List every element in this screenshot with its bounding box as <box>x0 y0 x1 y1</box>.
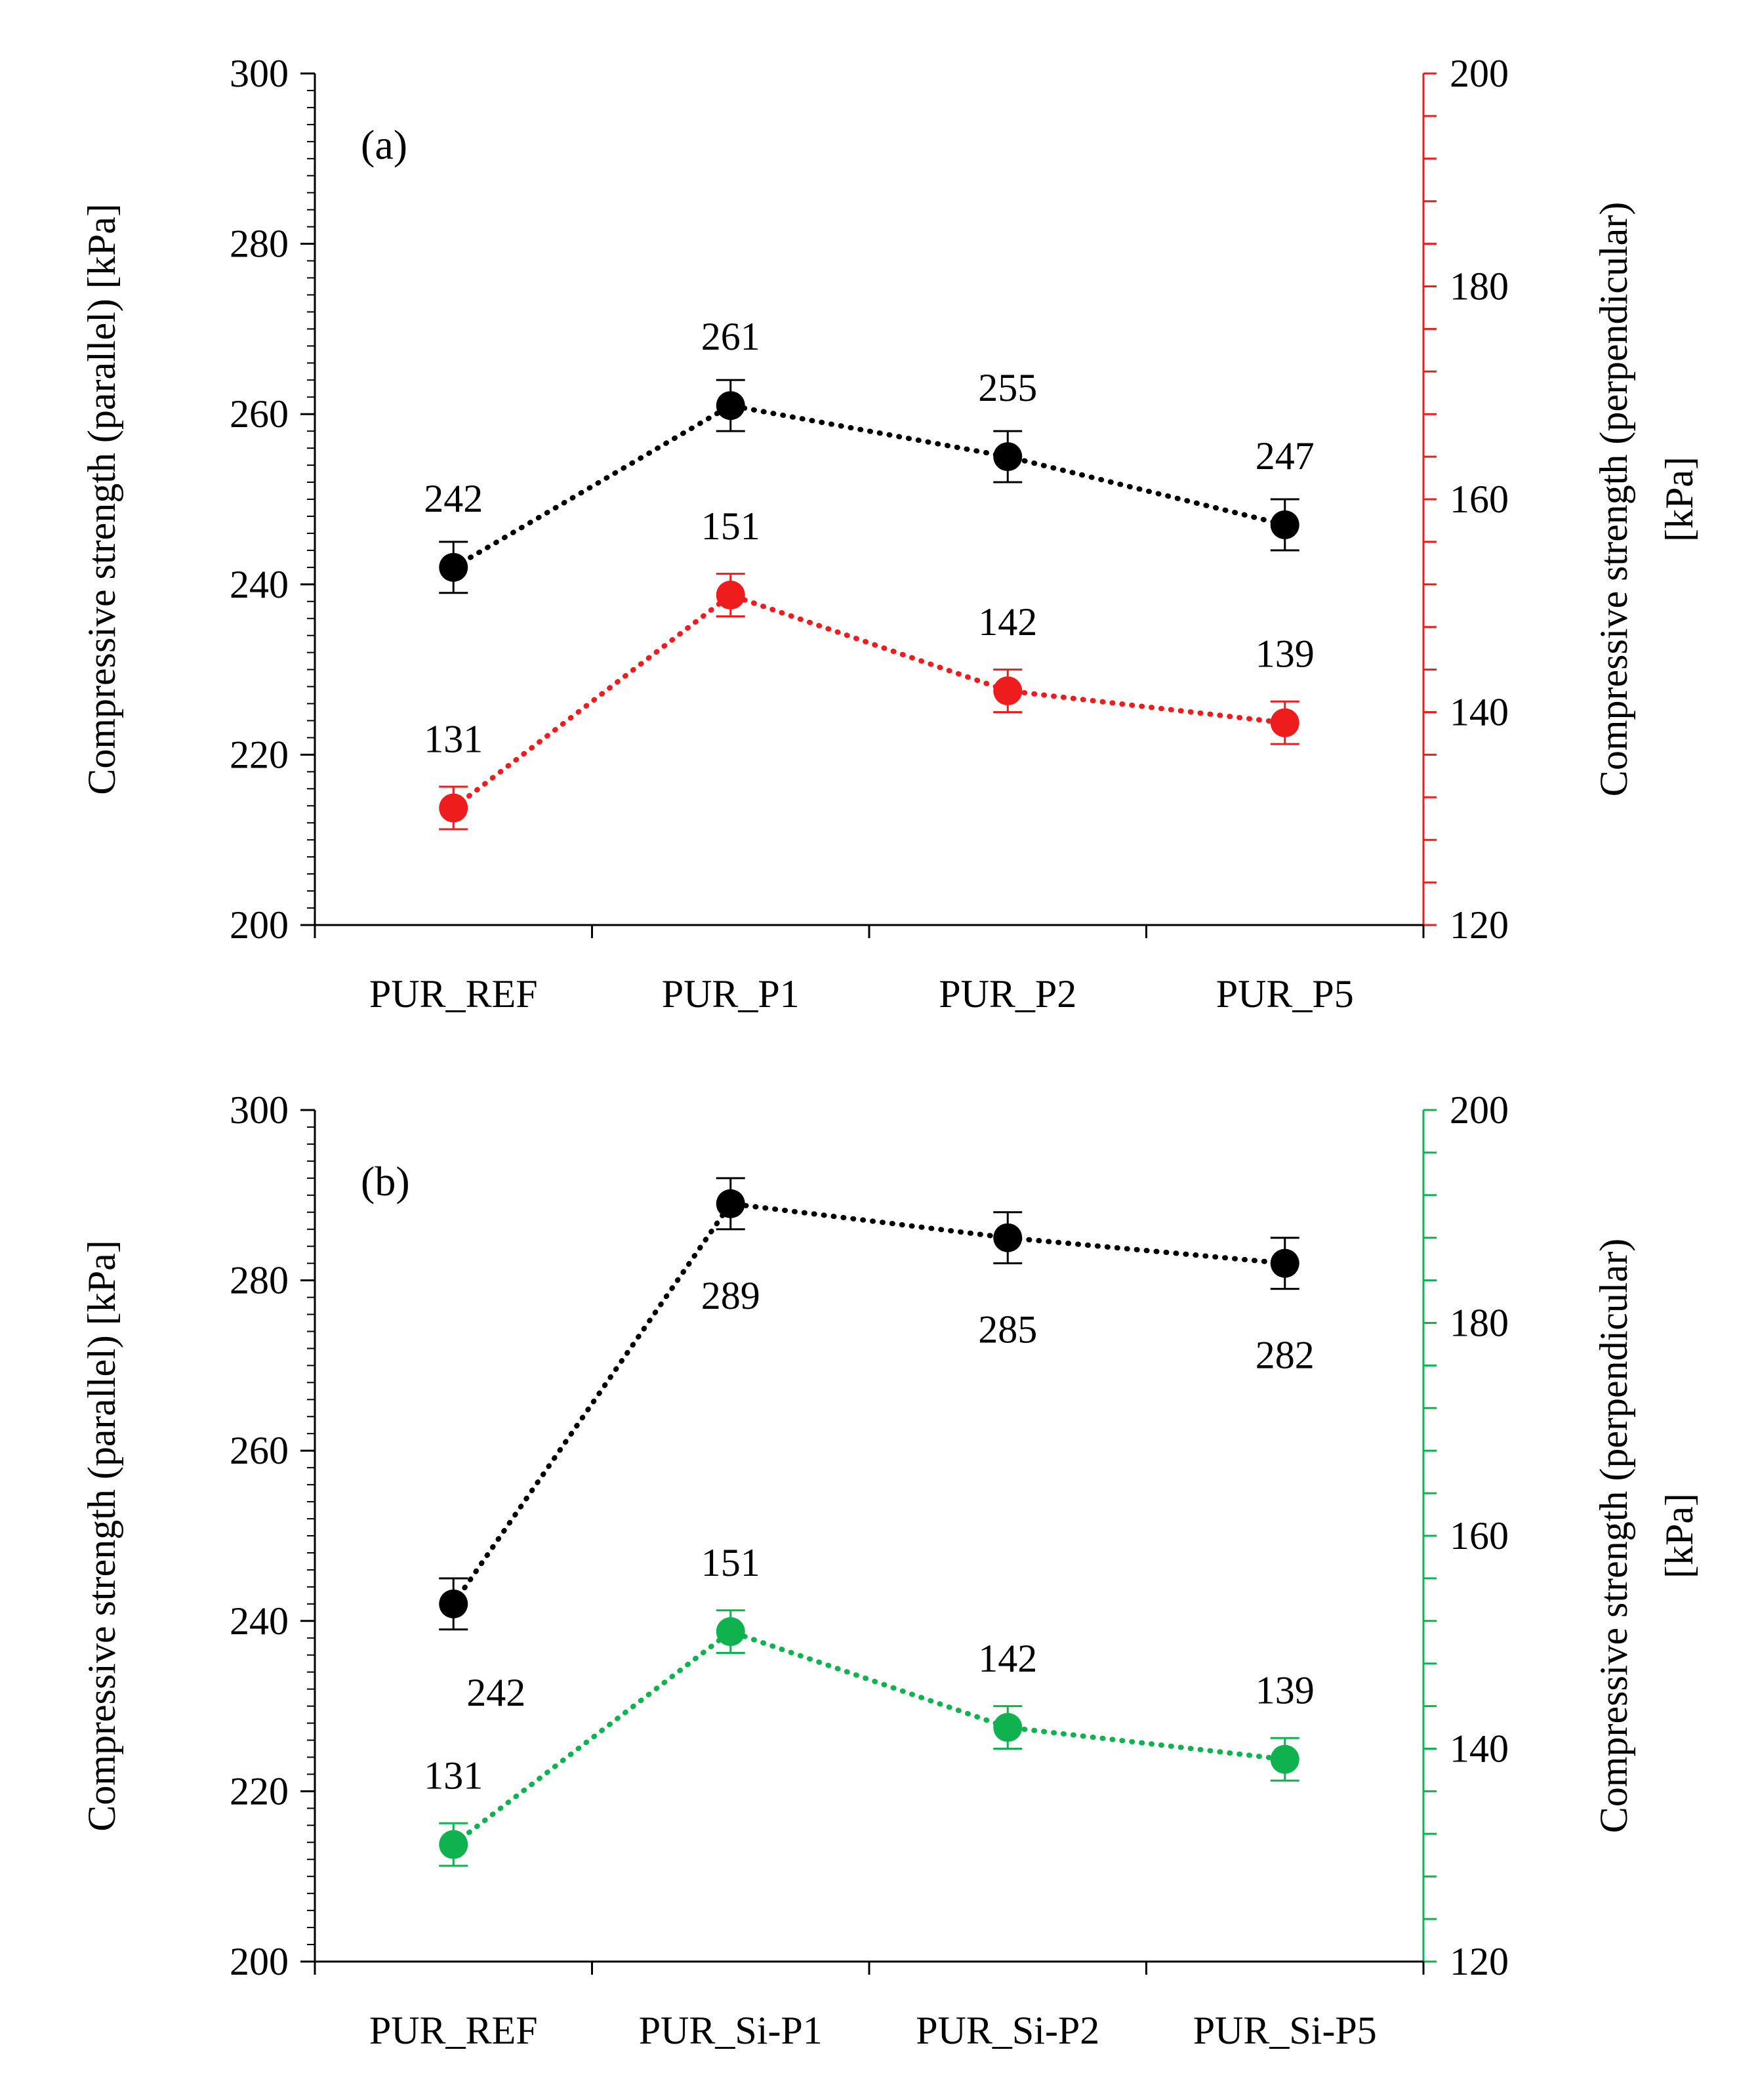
y-left-tick-label: 240 <box>230 1599 289 1643</box>
x-category-label: PUR_P5 <box>1216 972 1354 1016</box>
x-category-label: PUR_Si-P1 <box>639 2009 823 2052</box>
y-right-tick-label: 140 <box>1450 691 1509 734</box>
x-category-label: PUR_P1 <box>662 972 800 1016</box>
data-label: 151 <box>701 504 760 548</box>
data-point-perpendicular <box>439 793 468 823</box>
data-point-parallel <box>993 1223 1023 1252</box>
series-line-parallel <box>451 1201 1288 1607</box>
data-point-perpendicular <box>993 676 1023 706</box>
y-left-tick-label: 240 <box>230 563 289 606</box>
panel-a: 200 220 240 260 280 300 120 140 160 180 200 PUR_REF… <box>80 52 1701 1016</box>
data-label: 131 <box>424 718 483 761</box>
data-label: 285 <box>978 1308 1037 1351</box>
y-right-axis-title-line2: [kPa] <box>1658 457 1701 542</box>
data-point-perpendicular <box>1270 1744 1299 1774</box>
y-right-tick-label: 180 <box>1450 1302 1509 1345</box>
data-label: 247 <box>1256 434 1315 478</box>
x-category-label: PUR_Si-P2 <box>916 2009 1099 2052</box>
y-left-tick-label: 220 <box>230 1769 289 1813</box>
data-point-parallel <box>716 1189 745 1218</box>
y-left-axis-title: Compressive strength (parallel) [kPa] <box>80 203 123 794</box>
panel-b: 200 220 240 260 280 300 120 140 160 180 200 PUR_REF… <box>80 1088 1701 2052</box>
y-left-tick-label: 300 <box>230 52 289 95</box>
y-left-tick-label: 260 <box>230 1429 289 1472</box>
data-label: 139 <box>1256 1669 1315 1712</box>
data-point-parallel <box>439 552 468 582</box>
x-category-label: PUR_REF <box>369 972 538 1016</box>
y-right-tick-label: 200 <box>1450 1088 1509 1132</box>
y-left-tick-label: 200 <box>230 1940 289 1983</box>
data-label: 242 <box>466 1671 525 1714</box>
y-right-tick-label: 160 <box>1450 478 1509 521</box>
data-label: 142 <box>978 600 1037 644</box>
data-label: 139 <box>1256 632 1315 676</box>
data-point-perpendicular <box>1270 708 1299 737</box>
data-point-perpendicular <box>716 581 745 610</box>
y-right-tick-label: 200 <box>1450 52 1509 95</box>
y-left-tick-label: 280 <box>230 1259 289 1302</box>
data-point-perpendicular <box>993 1713 1023 1742</box>
data-label: 151 <box>701 1541 760 1584</box>
data-label: 289 <box>701 1274 760 1317</box>
data-label: 131 <box>424 1754 483 1798</box>
data-point-parallel <box>439 1589 468 1618</box>
data-label: 142 <box>978 1637 1037 1680</box>
y-left-tick-label: 220 <box>230 733 289 776</box>
data-label: 261 <box>701 315 760 358</box>
y-right-tick-label: 160 <box>1450 1514 1509 1557</box>
data-point-perpendicular <box>716 1617 745 1647</box>
y-right-axis-title-line2: [kPa] <box>1658 1493 1701 1578</box>
y-right-axis-title-line1: Compressive strength (perpendicular) <box>1592 202 1635 796</box>
data-point-parallel <box>716 391 745 421</box>
series-line-parallel <box>451 403 1288 570</box>
data-label: 242 <box>424 477 483 520</box>
x-category-label: PUR_P2 <box>939 972 1076 1016</box>
data-point-parallel <box>1270 1248 1299 1278</box>
data-label: 255 <box>978 366 1037 409</box>
data-point-parallel <box>1270 510 1299 539</box>
y-left-tick-label: 280 <box>230 222 289 266</box>
data-point-perpendicular <box>439 1830 468 1859</box>
x-category-label: PUR_Si-P5 <box>1193 2009 1377 2052</box>
panel-label: (b) <box>361 1158 410 1204</box>
y-right-tick-label: 180 <box>1450 265 1509 308</box>
x-category-label: PUR_REF <box>369 2009 538 2052</box>
series-line-perpendicular <box>451 592 1288 811</box>
data-label: 282 <box>1256 1334 1315 1377</box>
y-right-tick-label: 120 <box>1450 1940 1509 1983</box>
y-left-axis-title: Compressive strength (parallel) [kPa] <box>80 1240 123 1831</box>
y-left-tick-label: 260 <box>230 392 289 436</box>
y-right-tick-label: 140 <box>1450 1727 1509 1771</box>
series-line-perpendicular <box>451 1628 1288 1847</box>
y-right-tick-label: 120 <box>1450 903 1509 947</box>
panel-label: (a) <box>361 121 407 168</box>
data-point-parallel <box>993 442 1023 472</box>
y-left-tick-label: 200 <box>230 903 289 947</box>
y-right-axis-title-line1: Compressive strength (perpendicular) <box>1592 1239 1635 1833</box>
y-left-tick-label: 300 <box>230 1088 289 1132</box>
